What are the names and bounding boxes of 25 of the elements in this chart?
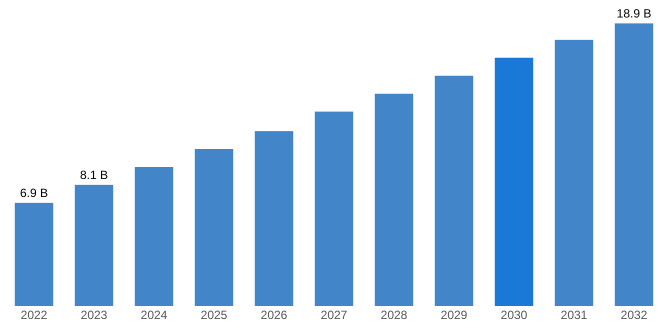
bar	[74, 184, 114, 306]
x-tick-label: 2024	[140, 308, 168, 322]
bar	[194, 149, 234, 306]
bar	[614, 23, 654, 306]
data-label: 6.9 B	[20, 186, 48, 200]
bar	[374, 94, 414, 306]
x-tick-label: 2029	[440, 308, 468, 322]
x-tick-label: 2032	[620, 308, 648, 322]
x-tick-label: 2025	[200, 308, 228, 322]
x-tick-label: 2027	[320, 308, 348, 322]
bar	[14, 202, 54, 306]
x-tick-label: 2022	[20, 308, 48, 322]
x-tick-label: 2028	[380, 308, 408, 322]
bar	[494, 58, 534, 306]
data-label: 18.9 B	[616, 6, 652, 20]
bar	[254, 131, 294, 306]
bar	[314, 112, 354, 306]
x-tick-label: 2023	[80, 308, 108, 322]
x-tick-label: 2031	[560, 308, 588, 322]
data-label: 8.1 B	[80, 168, 108, 182]
bar	[554, 40, 594, 306]
bar	[434, 76, 474, 306]
bar	[134, 166, 174, 306]
x-tick-label: 2030	[500, 308, 528, 322]
x-tick-label: 2026	[260, 308, 288, 322]
